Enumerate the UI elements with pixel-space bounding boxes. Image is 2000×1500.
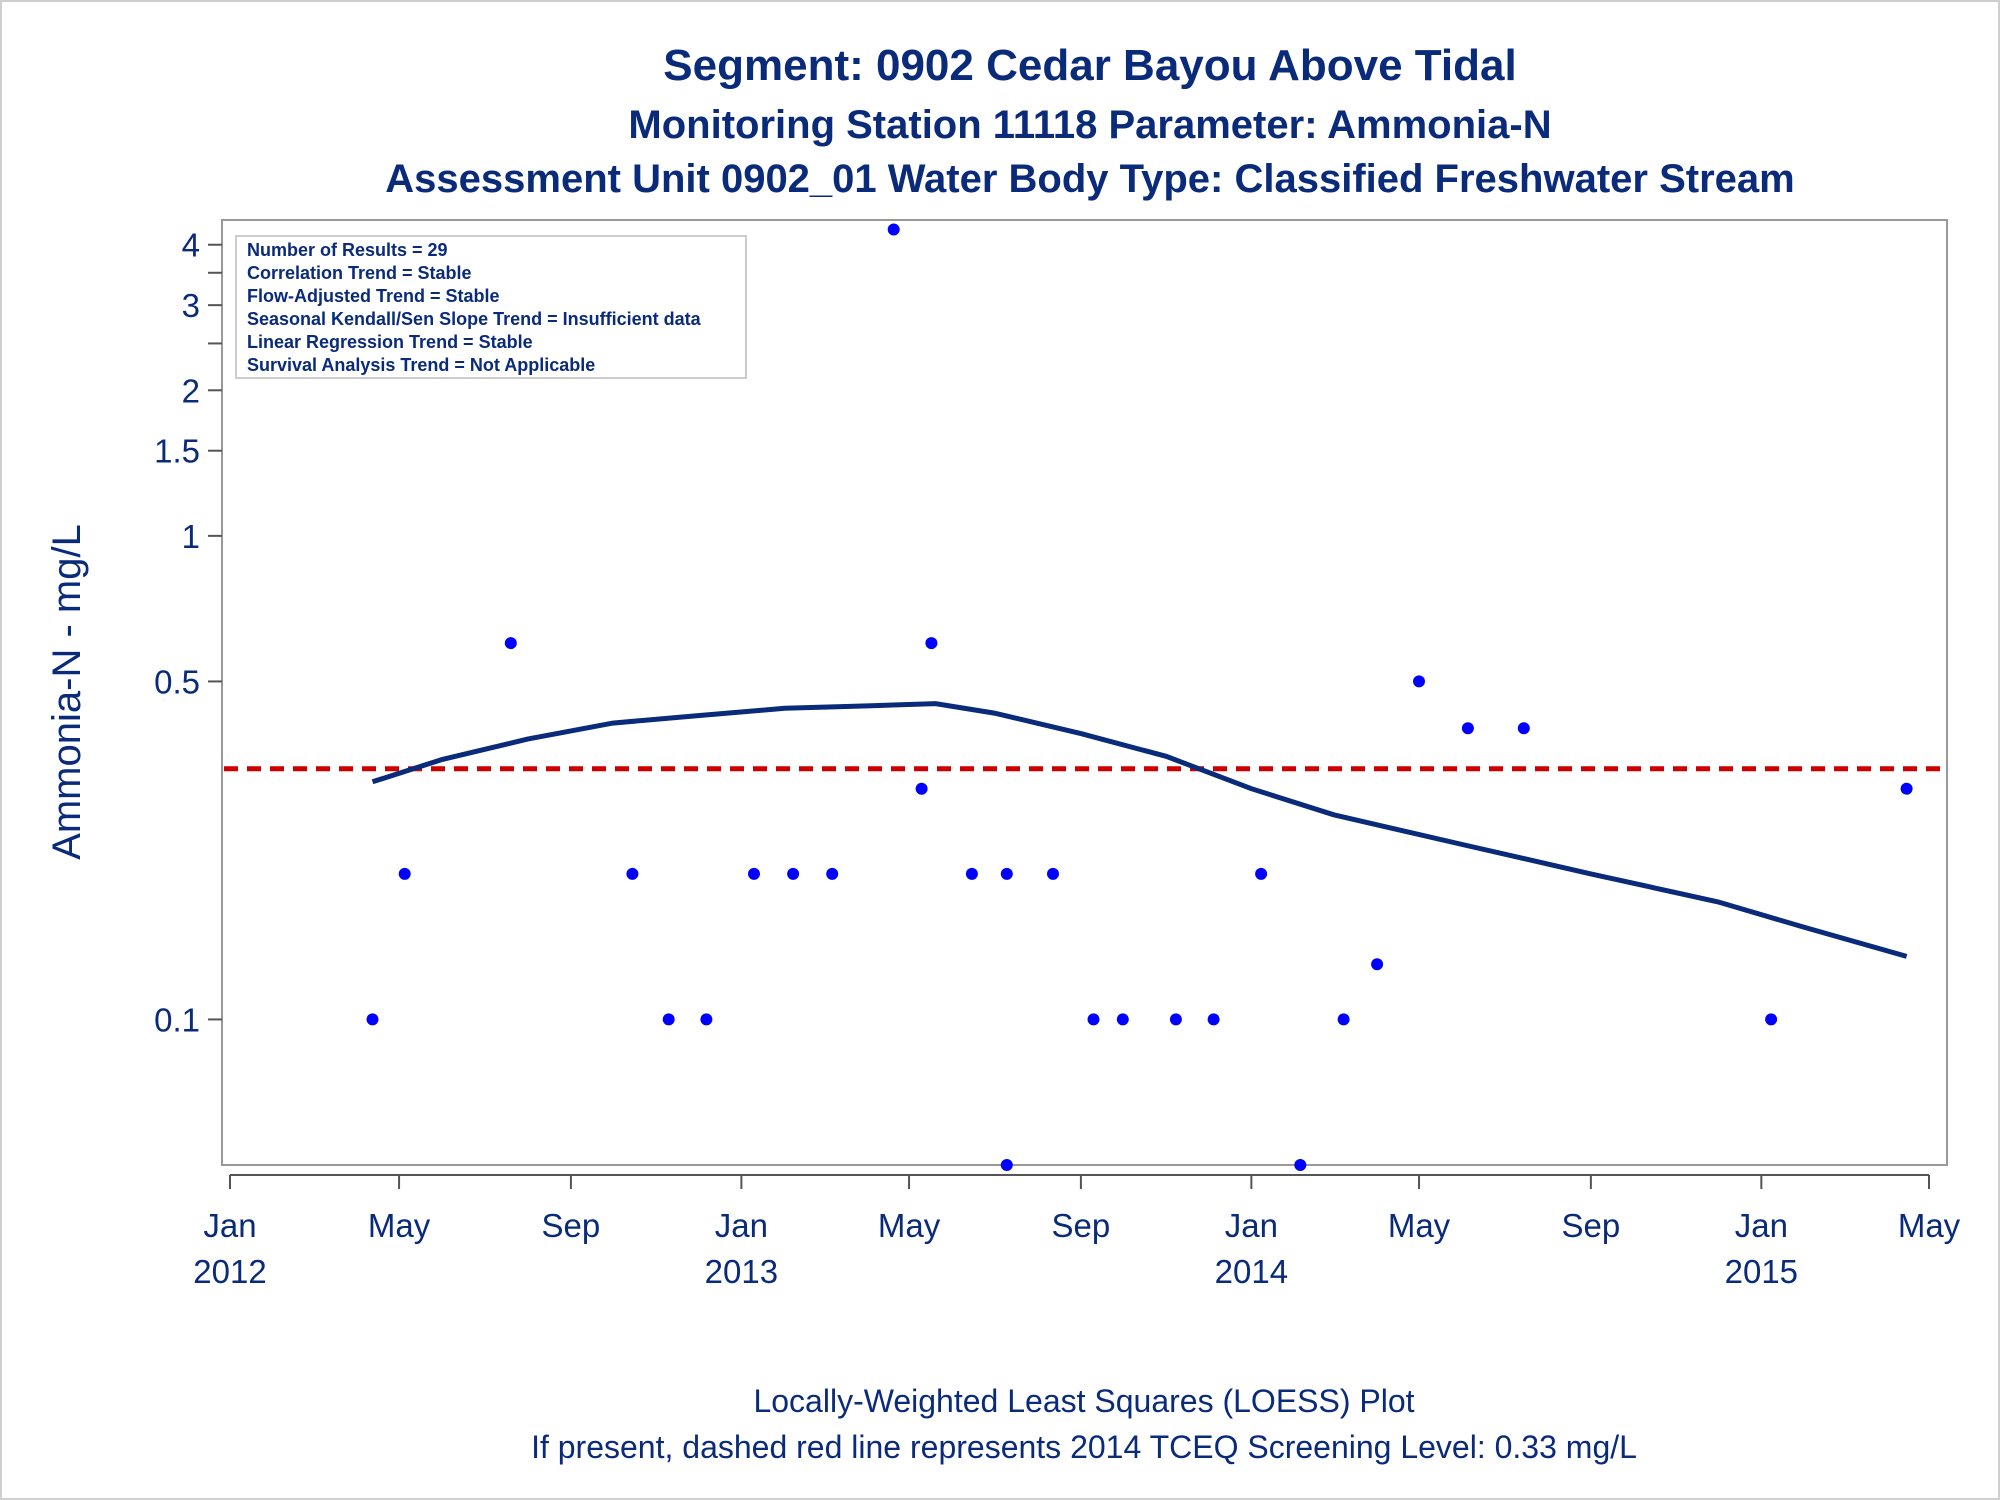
y-tick-label: 0.1	[154, 1001, 200, 1038]
data-point	[504, 637, 517, 650]
footnote-loess: Locally-Weighted Least Squares (LOESS) P…	[753, 1383, 1414, 1419]
y-axis-label: Ammonia-N - mg/L	[45, 524, 89, 860]
y-tick-label: 3	[182, 287, 200, 324]
data-point	[887, 223, 900, 236]
x-tick-year-label: 2014	[1215, 1253, 1288, 1290]
stat-linear-regression-trend: Linear Regression Trend = Stable	[247, 332, 533, 352]
loess-curve	[371, 701, 1908, 959]
stat-flow-adjusted-trend: Flow-Adjusted Trend = Stable	[247, 286, 500, 306]
data-point	[1207, 1013, 1220, 1026]
data-point	[1000, 1159, 1013, 1171]
data-point	[965, 867, 978, 880]
x-tick-year-label: 2015	[1725, 1253, 1798, 1290]
x-tick-label: Jan	[715, 1207, 768, 1244]
x-tick-label: May	[1388, 1207, 1451, 1244]
data-point	[1461, 722, 1474, 735]
y-tick-label: 1.5	[154, 433, 200, 470]
x-tick-label: Sep	[1052, 1207, 1111, 1244]
data-point	[1255, 867, 1268, 880]
y-tick-label: 2	[182, 372, 200, 409]
data-point	[366, 1013, 379, 1026]
data-point	[748, 867, 760, 880]
stat-survival-analysis-trend: Survival Analysis Trend = Not Applicable	[247, 355, 595, 375]
data-point	[1169, 1013, 1182, 1026]
x-tick-label: May	[368, 1207, 431, 1244]
y-axis: 0.1 0.5 1 1.5 2 3 4	[154, 227, 222, 1038]
data-point	[700, 1013, 713, 1026]
data-point	[1413, 675, 1425, 688]
x-tick-label: Jan	[203, 1207, 256, 1244]
data-point	[1517, 722, 1530, 735]
x-tick-year-label: 2012	[193, 1253, 266, 1290]
data-point	[1371, 958, 1384, 971]
data-point	[826, 867, 839, 880]
stat-seasonal-kendall-trend: Seasonal Kendall/Sen Slope Trend = Insuf…	[247, 309, 702, 329]
data-point	[787, 867, 800, 880]
data-point	[1765, 1013, 1778, 1026]
stat-number-of-results: Number of Results = 29	[247, 240, 448, 260]
x-tick-label: May	[1898, 1207, 1961, 1244]
data-point	[915, 782, 928, 795]
stat-correlation-trend: Correlation Trend = Stable	[247, 263, 472, 283]
footnote-screening-level: If present, dashed red line represents 2…	[531, 1429, 1637, 1465]
stats-box-border	[235, 235, 747, 379]
y-tick-label: 0.5	[154, 663, 200, 700]
data-point	[1087, 1013, 1100, 1026]
data-point	[662, 1013, 675, 1026]
y-tick-label: 1	[182, 518, 200, 555]
x-tick-label: Jan	[1225, 1207, 1278, 1244]
data-point	[1000, 867, 1013, 880]
data-points	[366, 223, 1913, 1171]
y-tick-label: 4	[182, 227, 200, 264]
chart-title: Segment: 0902 Cedar Bayou Above Tidal	[663, 41, 1516, 90]
x-tick-label: Sep	[542, 1207, 601, 1244]
x-tick-year-label: 2013	[705, 1253, 778, 1290]
data-point	[1116, 1013, 1129, 1026]
data-point	[1337, 1013, 1350, 1026]
chart-subtitle: Monitoring Station 11118 Parameter: Ammo…	[628, 103, 1551, 147]
data-point	[1047, 867, 1059, 880]
stats-box: Number of Results = 29 Correlation Trend…	[235, 235, 747, 379]
data-point	[925, 637, 938, 650]
chart-subtitle-2: Assessment Unit 0902_01 Water Body Type:…	[385, 157, 1794, 201]
x-tick-label: Sep	[1562, 1207, 1621, 1244]
x-tick-label: May	[878, 1207, 941, 1244]
x-axis: Jan 2012 May Sep Jan 2013 May Sep Jan 2014 May Sep J…	[193, 1174, 1961, 1290]
data-point	[626, 867, 639, 880]
data-point	[1900, 782, 1913, 795]
x-tick-label: Jan	[1735, 1207, 1788, 1244]
data-point	[1294, 1159, 1307, 1171]
data-point	[398, 867, 411, 880]
